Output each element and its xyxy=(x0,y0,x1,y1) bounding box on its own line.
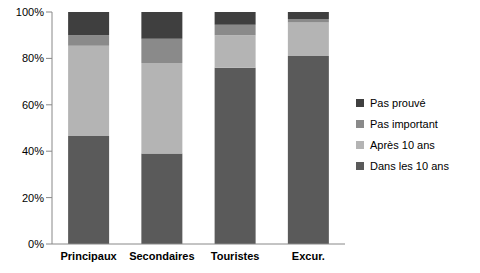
svg-text:60%: 60% xyxy=(22,99,44,111)
html-text:Après 10 ans: Après 10 ans xyxy=(370,138,435,151)
svg-text:Excur.: Excur. xyxy=(292,250,325,262)
svg-text:80%: 80% xyxy=(22,52,44,64)
svg-text:Touristes: Touristes xyxy=(211,250,260,262)
html-text:Pas important: Pas important xyxy=(370,117,438,130)
svg-text:40%: 40% xyxy=(22,145,44,157)
svg-text:Principaux: Principaux xyxy=(61,250,118,262)
html-text:Pas prouvé: Pas prouvé xyxy=(370,96,426,109)
svg-text:Secondaires: Secondaires xyxy=(129,250,194,262)
svg-text:100%: 100% xyxy=(16,6,44,18)
svg-text:20%: 20% xyxy=(22,192,44,204)
html-text:Dans les 10 ans: Dans les 10 ans xyxy=(370,159,449,172)
svg-text:0%: 0% xyxy=(28,238,44,250)
